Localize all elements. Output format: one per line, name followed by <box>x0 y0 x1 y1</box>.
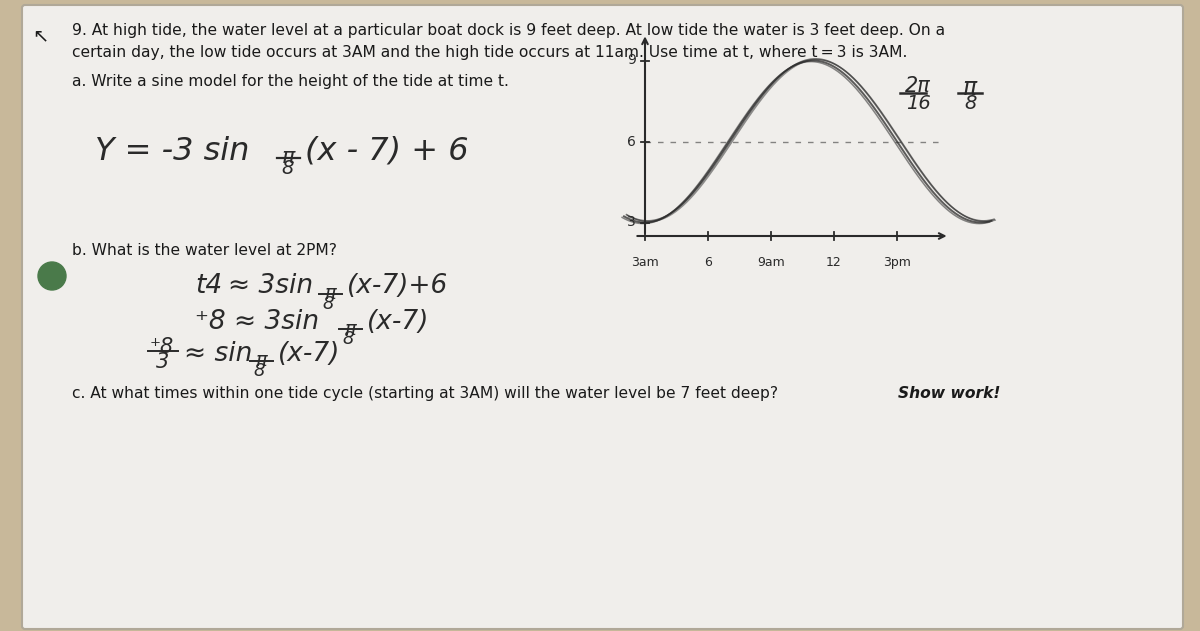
Text: 3: 3 <box>156 352 169 372</box>
Text: 8: 8 <box>342 330 354 348</box>
Text: (x-7)+6: (x-7)+6 <box>347 273 449 299</box>
Text: a. Write a sine model for the height of the tide at time t.: a. Write a sine model for the height of … <box>72 74 509 89</box>
Text: 16: 16 <box>906 94 931 113</box>
Text: 9am: 9am <box>757 256 785 269</box>
Text: 3am: 3am <box>631 256 659 269</box>
Text: Y = -3 sin: Y = -3 sin <box>95 136 250 167</box>
Circle shape <box>38 262 66 290</box>
Text: 3pm: 3pm <box>883 256 911 269</box>
Text: 9. At high tide, the water level at a particular boat dock is 9 feet deep. At lo: 9. At high tide, the water level at a pa… <box>72 23 946 38</box>
Text: 6: 6 <box>628 134 636 148</box>
Text: π: π <box>256 351 268 370</box>
Text: (x-7): (x-7) <box>367 309 430 335</box>
Text: π: π <box>346 320 356 339</box>
Text: 8: 8 <box>253 362 264 380</box>
Text: (x - 7) + 6: (x - 7) + 6 <box>305 136 469 167</box>
Text: 2π: 2π <box>905 76 931 96</box>
Text: 3: 3 <box>628 216 636 230</box>
Text: π: π <box>964 76 977 100</box>
Text: 8: 8 <box>964 94 977 113</box>
FancyBboxPatch shape <box>22 5 1183 629</box>
Text: certain day, the low tide occurs at 3AM and the high tide occurs at 11am. Use ti: certain day, the low tide occurs at 3AM … <box>72 45 907 60</box>
Text: 9: 9 <box>628 54 636 68</box>
Text: ≈ 3sin: ≈ 3sin <box>228 273 313 299</box>
Text: 8: 8 <box>281 159 293 178</box>
Text: ↖: ↖ <box>32 26 48 45</box>
Text: ⁺8: ⁺8 <box>150 337 174 357</box>
Text: c. At what times within one tide cycle (starting at 3AM) will the water level be: c. At what times within one tide cycle (… <box>72 386 784 401</box>
Text: b. What is the water level at 2PM?: b. What is the water level at 2PM? <box>72 243 337 258</box>
Text: Show work!: Show work! <box>898 386 1001 401</box>
Text: (x-7): (x-7) <box>278 341 341 367</box>
Text: π: π <box>282 147 295 167</box>
Text: ≈ sin: ≈ sin <box>184 341 252 367</box>
Text: 12: 12 <box>826 256 842 269</box>
Text: ⁺8 ≈ 3sin: ⁺8 ≈ 3sin <box>194 309 319 335</box>
Text: π: π <box>325 284 337 303</box>
Text: t4: t4 <box>194 273 222 299</box>
Text: 8: 8 <box>322 295 334 313</box>
Text: 6: 6 <box>704 256 712 269</box>
